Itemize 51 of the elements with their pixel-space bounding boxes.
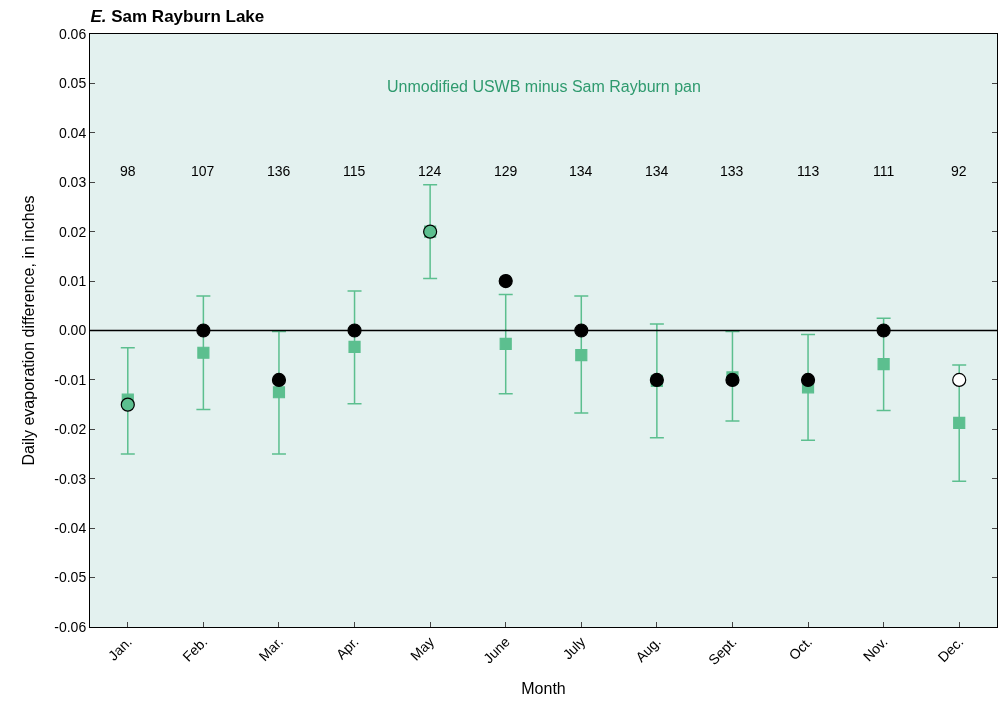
point [800,372,816,388]
annotation: 124 [418,163,442,179]
annotation: 133 [720,163,744,179]
annotation: 113 [797,163,820,179]
point [574,323,589,338]
point [348,340,361,353]
y-axis-title: Daily evaporation difference, in inches [20,195,38,466]
y-tick-label: -0.03 [54,470,87,487]
y-tick-label: -0.02 [54,421,87,438]
y-tick-label: 0.03 [58,174,87,191]
annotation: 92 [951,163,967,179]
x-tick-label: Apr. [332,633,362,663]
annotation: 134 [645,163,669,179]
point [271,372,287,388]
point [272,386,286,399]
x-tick-label: Jan. [104,633,135,664]
y-tick-label: 0.06 [58,25,87,42]
chart-title: E. Sam Rayburn Lake [90,7,265,27]
annotation: 115 [343,163,366,179]
point [499,337,512,350]
point [953,416,966,430]
x-tick-label: Oct. [785,633,816,664]
annotation: 107 [191,163,215,179]
y-tick-label: 0.05 [58,75,87,92]
point [575,349,588,362]
x-tick-label: July [559,633,589,663]
x-tick-label: Nov. [859,633,891,665]
y-tick-label: -0.04 [54,520,87,537]
point [952,372,967,388]
y-tick-label: -0.05 [54,569,87,586]
point [197,346,210,359]
y-tick-label: -0.01 [54,371,87,388]
y-tick-label: 0.00 [58,322,87,339]
point [877,358,890,371]
y-tick-label: 0.01 [58,272,87,289]
y-tick-label: -0.06 [54,618,87,635]
x-axis-title: Month [521,679,566,697]
x-tick-label: Feb. [179,633,211,665]
annotation: 136 [267,163,291,179]
annotation: Unmodified USWB minus Sam Rayburn pan [387,78,701,95]
x-tick-label: Mar. [255,633,287,665]
annotation: 111 [873,163,895,179]
x-tick-label: Dec. [934,633,967,666]
y-tick-label: 0.04 [58,124,87,141]
annotation: 98 [120,163,136,179]
y-tick-label: 0.02 [58,223,87,240]
annotation: 134 [569,163,593,179]
point [725,372,740,388]
x-tick-label: Aug. [632,633,664,666]
point [498,273,513,289]
annotation: 129 [494,163,518,179]
